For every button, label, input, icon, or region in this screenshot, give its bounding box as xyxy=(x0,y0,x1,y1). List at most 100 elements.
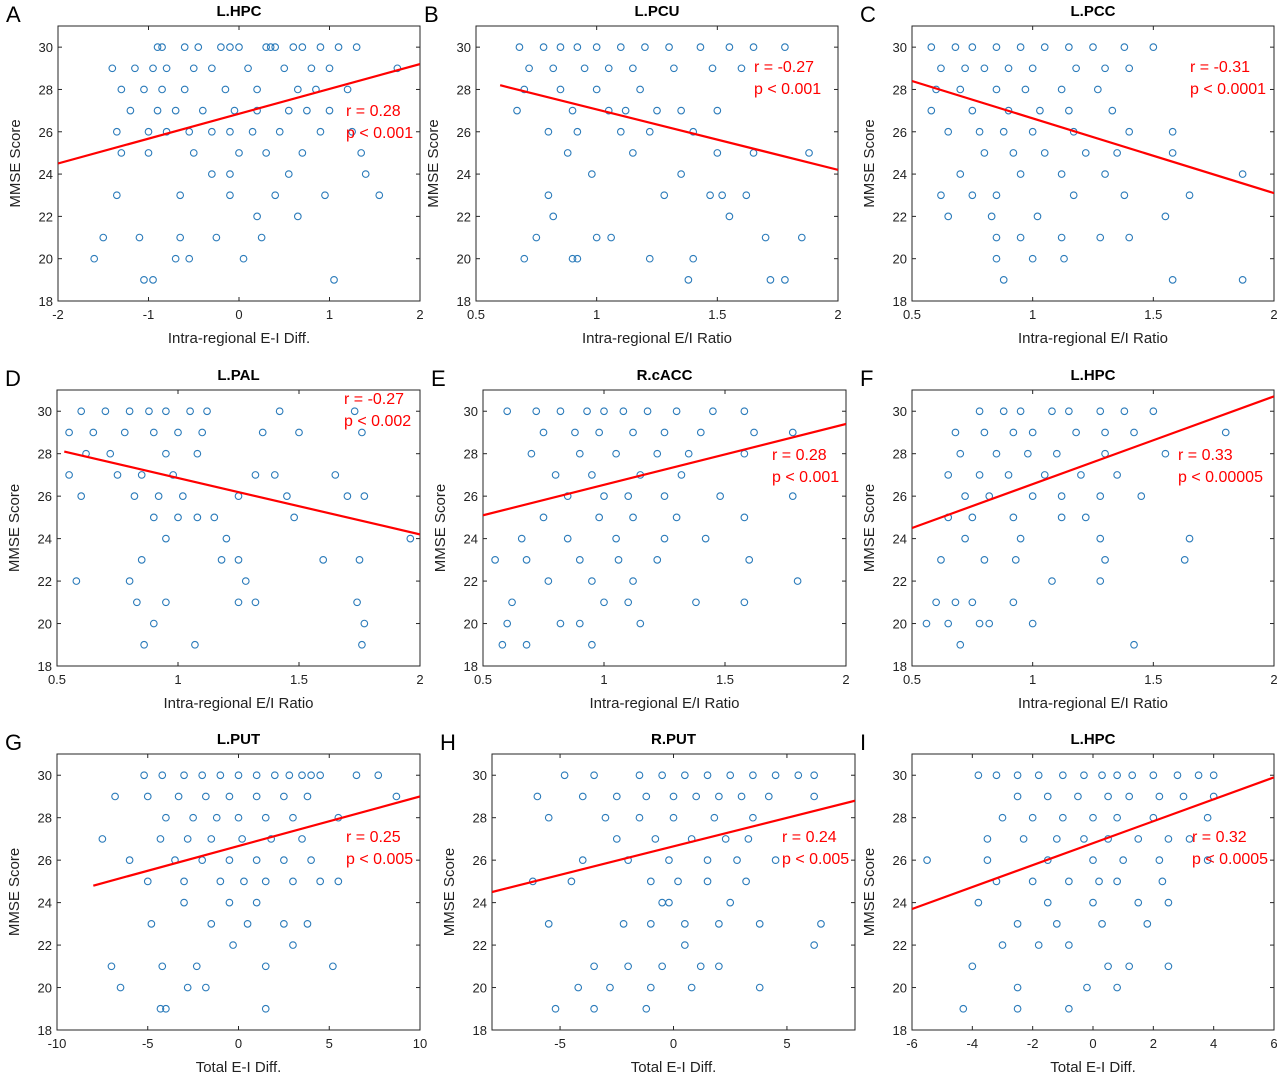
data-point xyxy=(303,106,311,115)
data-point xyxy=(251,598,260,607)
y-tick-label: 28 xyxy=(39,82,53,97)
data-point xyxy=(1164,962,1173,971)
data-point xyxy=(580,64,589,73)
data-point xyxy=(619,407,628,416)
r-value-label: r = 0.33 xyxy=(1178,447,1233,464)
panel-h: H R.PUT -5 0 5 18 20 22 24 26 28 30 Total E-I Diff. M… xyxy=(440,730,856,1076)
y-tick-label: 26 xyxy=(473,853,487,868)
data-point xyxy=(234,813,243,822)
data-point xyxy=(343,492,352,501)
data-point xyxy=(636,85,644,94)
data-point xyxy=(670,64,678,73)
data-point xyxy=(544,577,553,585)
data-point xyxy=(1028,813,1037,822)
axes-frame xyxy=(911,25,1275,302)
data-point xyxy=(629,149,637,157)
data-point xyxy=(235,43,243,52)
y-tick-label: 18 xyxy=(39,294,53,309)
data-point xyxy=(1004,64,1013,73)
data-point xyxy=(1179,792,1188,801)
data-point xyxy=(65,428,73,437)
data-point xyxy=(1101,428,1109,437)
r-value-label: r = -0.31 xyxy=(1190,59,1250,76)
data-point xyxy=(999,127,1008,136)
data-point xyxy=(1130,640,1138,649)
data-point xyxy=(961,534,969,543)
data-point xyxy=(713,106,722,115)
data-point xyxy=(1065,1004,1073,1013)
data-point xyxy=(616,127,625,136)
data-point xyxy=(742,191,751,200)
x-tick-label: 5 xyxy=(326,1036,333,1051)
scatter-points xyxy=(922,407,1230,649)
data-point xyxy=(360,619,369,628)
data-point xyxy=(212,813,221,822)
y-axis-label: MMSE Score xyxy=(861,119,878,207)
data-point xyxy=(406,534,415,543)
data-point xyxy=(653,449,662,458)
x-axis-label: Intra-regional E/I Ratio xyxy=(1018,330,1168,347)
data-point xyxy=(1185,534,1194,543)
data-point xyxy=(1016,534,1025,543)
regression-line xyxy=(912,776,1274,911)
data-point xyxy=(198,771,207,780)
data-point xyxy=(1028,877,1037,886)
data-point xyxy=(544,813,553,822)
axes-frame xyxy=(56,389,421,667)
y-tick-label: 24 xyxy=(893,532,907,547)
data-point xyxy=(1120,407,1129,416)
data-point xyxy=(1113,771,1121,780)
data-point xyxy=(998,813,1007,822)
data-point xyxy=(544,919,553,928)
data-point xyxy=(1134,898,1143,907)
x-tick-label: 4 xyxy=(1210,1036,1217,1051)
data-point xyxy=(692,598,700,607)
data-point xyxy=(1113,813,1121,822)
x-tick-label: 2 xyxy=(1270,672,1277,687)
data-point xyxy=(1028,428,1037,437)
data-point xyxy=(959,1004,968,1013)
data-point xyxy=(985,619,994,628)
r-value-label: r = 0.28 xyxy=(346,103,401,120)
panel-g: G L.PUT -10 -5 0 5 10 18 20 22 24 26 28 30 Total E-I D… xyxy=(5,730,427,1076)
data-point xyxy=(1104,962,1112,971)
data-point xyxy=(180,85,189,94)
data-point xyxy=(198,428,207,437)
data-point xyxy=(1209,771,1218,780)
data-point xyxy=(208,170,216,178)
data-point xyxy=(515,43,524,52)
data-point xyxy=(672,407,681,416)
y-tick-label: 24 xyxy=(38,896,52,911)
data-point xyxy=(944,619,953,628)
data-point xyxy=(669,813,678,822)
data-point xyxy=(289,877,297,886)
data-point xyxy=(252,792,261,801)
data-point xyxy=(680,919,689,928)
data-point xyxy=(65,471,73,479)
data-point xyxy=(794,771,803,780)
data-point xyxy=(556,619,565,628)
data-point xyxy=(750,428,758,437)
y-axis-label: MMSE Score xyxy=(6,848,23,936)
data-point xyxy=(968,191,977,200)
data-point xyxy=(687,983,696,992)
data-point xyxy=(532,407,541,416)
data-point xyxy=(217,555,226,564)
y-tick-label: 28 xyxy=(893,447,907,462)
data-point xyxy=(112,127,121,136)
data-point xyxy=(316,43,325,52)
x-tick-label: 2 xyxy=(416,672,423,687)
data-point xyxy=(208,127,216,136)
plot-title: L.PCU xyxy=(635,3,680,20)
data-point xyxy=(226,43,234,52)
data-point xyxy=(1101,64,1109,73)
p-value-label: p < 0.002 xyxy=(344,413,411,430)
data-point xyxy=(120,428,129,437)
data-point xyxy=(285,771,294,780)
data-point xyxy=(137,555,146,564)
x-tick-label: -5 xyxy=(142,1036,154,1051)
data-point xyxy=(539,43,548,52)
panel-letter: F xyxy=(860,366,873,391)
data-point xyxy=(701,534,710,543)
data-point xyxy=(289,43,298,52)
